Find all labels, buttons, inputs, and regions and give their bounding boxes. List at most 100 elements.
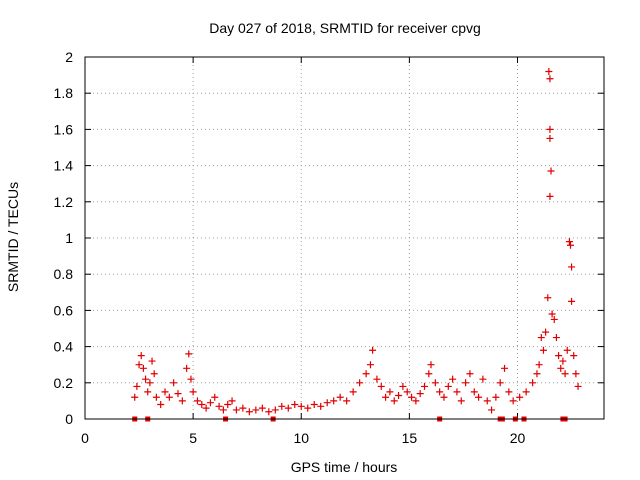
data-point [542, 328, 550, 336]
data-point [453, 388, 461, 396]
data-point [157, 401, 165, 409]
data-point [552, 334, 560, 342]
data-point [408, 393, 416, 401]
data-point [161, 388, 169, 396]
data-point [330, 397, 338, 405]
data-point [566, 241, 574, 249]
data-point [271, 406, 279, 414]
data-point [570, 352, 578, 360]
data-point [475, 393, 483, 401]
data-point [572, 370, 580, 378]
data-point [297, 402, 305, 410]
data-point [436, 388, 444, 396]
data-point [550, 315, 558, 323]
data-point [317, 402, 325, 410]
data-point [187, 375, 195, 383]
data-point [366, 361, 374, 369]
data-point [228, 397, 236, 405]
data-point [219, 406, 227, 414]
x-tick-label: 5 [189, 430, 197, 446]
data-point [278, 402, 286, 410]
y-tick-label: 1.6 [54, 121, 74, 137]
data-point [131, 393, 139, 401]
data-point [239, 404, 247, 412]
x-tick-label: 0 [81, 430, 89, 446]
data-point [444, 382, 452, 390]
data-point [323, 399, 331, 407]
data-point [170, 379, 178, 387]
data-point [245, 408, 253, 416]
data-point [547, 167, 555, 175]
data-point [462, 379, 470, 387]
data-point [457, 397, 465, 405]
data-point [189, 388, 197, 396]
data-point [421, 382, 429, 390]
data-point [440, 393, 448, 401]
data-point [529, 379, 537, 387]
data-point [561, 370, 569, 378]
data-point [382, 393, 390, 401]
data-point [483, 397, 491, 405]
data-point [395, 391, 403, 399]
data-point [431, 379, 439, 387]
data-point [546, 75, 554, 83]
data-point [174, 390, 182, 398]
axis-ticks: 00.20.40.60.811.21.41.61.820 5 10 15 20 [54, 49, 604, 446]
data-point [202, 404, 210, 412]
data-point [198, 401, 206, 409]
data-point [546, 125, 554, 133]
data-point [488, 406, 496, 414]
data-point [284, 404, 292, 412]
data-point [165, 393, 173, 401]
data-point [133, 382, 141, 390]
data-point [142, 375, 150, 383]
data-point [574, 382, 582, 390]
data-point [399, 382, 407, 390]
data-point [215, 402, 223, 410]
chart-title: Day 027 of 2018, SRMTID for receiver cpv… [209, 20, 481, 36]
x-tick-label: 10 [293, 430, 309, 446]
data-point [470, 388, 478, 396]
data-point [501, 364, 509, 372]
data-point [545, 67, 553, 75]
data-point [449, 375, 457, 383]
data-point [546, 134, 554, 142]
data-point [492, 393, 500, 401]
x-axis-label: GPS time / hours [291, 459, 398, 475]
y-tick-label: 1 [65, 230, 73, 246]
data-point [412, 397, 420, 405]
data-point [206, 399, 214, 407]
data-point [537, 334, 545, 342]
data-point [548, 310, 556, 318]
y-tick-label: 1.4 [54, 158, 74, 174]
data-point [304, 404, 312, 412]
data-point [336, 393, 344, 401]
x-tick-label: 15 [402, 430, 418, 446]
data-point [224, 401, 232, 409]
data-point [349, 388, 357, 396]
data-point [183, 364, 191, 372]
plot-frame [84, 56, 605, 420]
data-point [509, 397, 517, 405]
data-point [252, 406, 260, 414]
data-points [131, 67, 582, 422]
x-tick-label: 20 [510, 430, 526, 446]
data-point [559, 357, 567, 365]
data-point [144, 388, 152, 396]
data-point [150, 370, 158, 378]
y-axis-label: SRMTID / TECUs [5, 182, 21, 292]
data-point [232, 406, 240, 414]
data-point [522, 388, 530, 396]
data-point [362, 370, 370, 378]
data-point [539, 346, 547, 354]
data-point [139, 364, 147, 372]
data-point [544, 294, 552, 302]
data-point [555, 352, 563, 360]
data-point [178, 397, 186, 405]
data-point [479, 375, 487, 383]
data-point [152, 393, 160, 401]
y-tick-label: 1.2 [54, 194, 74, 210]
y-tick-label: 1.8 [54, 85, 74, 101]
data-point [386, 388, 394, 396]
